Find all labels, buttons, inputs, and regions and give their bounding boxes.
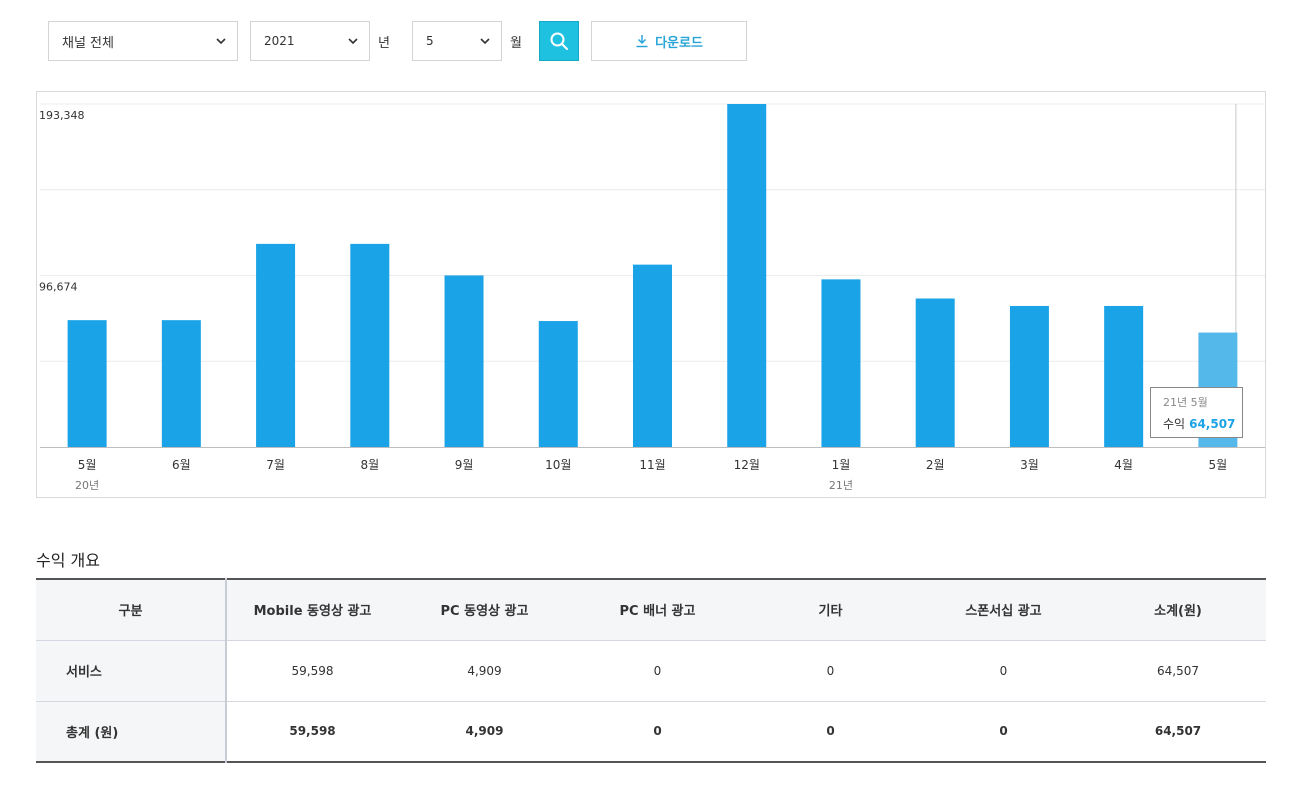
table-cell: 59,598 bbox=[289, 724, 336, 739]
tooltip-row: 수익 64,507 bbox=[1163, 415, 1242, 432]
month-select[interactable]: 5 bbox=[412, 21, 502, 61]
summary-title: 수익 개요 bbox=[36, 551, 100, 570]
search-icon bbox=[550, 32, 568, 50]
table-cell: 59,598 bbox=[291, 663, 334, 678]
chevron-down-icon bbox=[348, 38, 358, 45]
x-tick-label: 3월 bbox=[1020, 458, 1039, 472]
x-tick-label: 5월 bbox=[1209, 458, 1228, 472]
summary-table: 구분 Mobile 동영상 광고 PC 동영상 광고 PC 배너 광고 기타 스… bbox=[36, 578, 1266, 763]
header-sponsorship: 스폰서십 광고 bbox=[917, 579, 1090, 641]
header-subtotal: 소계(원) bbox=[1090, 579, 1266, 641]
header-pc-banner: PC 배너 광고 bbox=[571, 579, 744, 641]
year-label: 20년 bbox=[75, 479, 99, 492]
table-cell: 4,909 bbox=[465, 724, 504, 739]
month-select-value: 5 bbox=[426, 34, 434, 48]
table-cell: 64,507 bbox=[1154, 724, 1202, 739]
table-cell: 0 bbox=[999, 663, 1008, 678]
header-etc: 기타 bbox=[744, 579, 917, 641]
y-tick-label: 96,674 bbox=[39, 281, 78, 294]
row-label: 서비스 bbox=[36, 640, 227, 701]
search-button[interactable] bbox=[539, 21, 579, 61]
table-cell: 0 bbox=[653, 724, 662, 739]
tooltip-date: 21년 5월 bbox=[1163, 396, 1208, 409]
x-tick-label: 12월 bbox=[734, 458, 760, 472]
x-tick-label: 2월 bbox=[926, 458, 945, 472]
bar bbox=[915, 298, 955, 447]
table-cell: 0 bbox=[653, 663, 662, 678]
bar bbox=[821, 279, 861, 447]
y-tick-label: 193,348 bbox=[39, 109, 85, 122]
summary-header-row: 구분 Mobile 동영상 광고 PC 동영상 광고 PC 배너 광고 기타 스… bbox=[36, 579, 1266, 641]
table-cell: 0 bbox=[826, 663, 835, 678]
x-tick-label: 9월 bbox=[455, 458, 474, 472]
x-tick-label: 4월 bbox=[1114, 458, 1133, 472]
year-select-value: 2021 bbox=[264, 34, 295, 48]
bar bbox=[444, 275, 484, 447]
bar bbox=[161, 320, 201, 447]
bar bbox=[727, 104, 767, 447]
tooltip-label: 수익 bbox=[1163, 417, 1186, 431]
month-unit-label: 월 bbox=[510, 36, 522, 51]
download-icon bbox=[636, 35, 648, 48]
x-tick-label: 8월 bbox=[360, 458, 379, 472]
table-row: 서비스 59,598 4,909 0 0 0 64,507 bbox=[36, 640, 1266, 701]
tooltip-value: 64,507 bbox=[1189, 417, 1236, 431]
bar bbox=[1009, 305, 1049, 447]
header-pc-video: PC 동영상 광고 bbox=[398, 579, 571, 641]
table-cell: 64,507 bbox=[1157, 663, 1199, 678]
bar bbox=[256, 243, 296, 447]
header-mobile-video: Mobile 동영상 광고 bbox=[226, 579, 398, 641]
channel-select-value: 채널 전체 bbox=[62, 35, 114, 51]
year-unit-label: 년 bbox=[378, 36, 390, 51]
table-cell: 4,909 bbox=[467, 663, 502, 678]
x-tick-label: 7월 bbox=[266, 458, 285, 472]
bar bbox=[633, 264, 672, 447]
chart-canvas: 96,674 193,348 5월 6월 7월 8월 9월 10월 11월 12월 1월 2월 3월 4월… bbox=[39, 103, 1265, 492]
download-button[interactable]: 다운로드 bbox=[591, 21, 747, 61]
year-select[interactable]: 2021 bbox=[250, 21, 370, 61]
table-cell: 0 bbox=[826, 724, 835, 739]
bar bbox=[350, 243, 390, 447]
chart-tooltip: 21년 5월 수익 64,507 bbox=[1150, 387, 1243, 438]
bar bbox=[1104, 305, 1144, 447]
chevron-down-icon bbox=[480, 38, 490, 45]
chevron-down-icon bbox=[216, 38, 226, 45]
download-button-label: 다운로드 bbox=[655, 35, 703, 51]
x-tick-label: 5월 bbox=[78, 458, 97, 472]
bar bbox=[538, 321, 578, 447]
x-tick-label: 11월 bbox=[639, 458, 665, 472]
x-tick-label: 1월 bbox=[832, 458, 851, 472]
row-label: 총계 (원) bbox=[36, 701, 227, 762]
table-cell: 0 bbox=[999, 724, 1008, 739]
year-label: 21년 bbox=[829, 479, 853, 492]
x-tick-label: 10월 bbox=[545, 458, 571, 472]
bar bbox=[67, 320, 107, 447]
revenue-bar-chart: 96,674 193,348 5월 6월 7월 8월 9월 10월 11월 12월 1월 2월 3월 4월… bbox=[36, 91, 1266, 498]
channel-select[interactable]: 채널 전체 bbox=[48, 21, 238, 61]
header-category: 구분 bbox=[36, 579, 227, 641]
table-row-total: 총계 (원) 59,598 4,909 0 0 0 64,507 bbox=[36, 701, 1266, 762]
x-tick-label: 6월 bbox=[172, 458, 191, 472]
